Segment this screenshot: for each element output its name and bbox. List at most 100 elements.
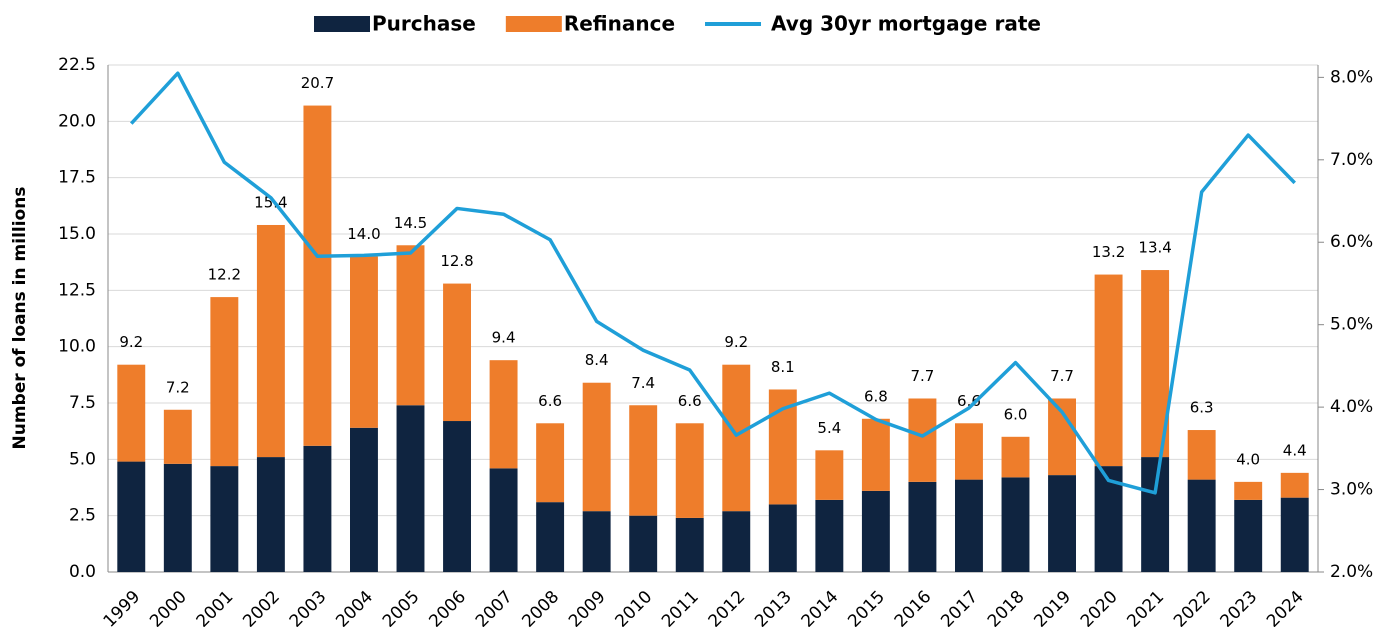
- bar-segment: [908, 398, 937, 482]
- bar-segment: [1001, 477, 1030, 572]
- bar-segment: [256, 224, 285, 458]
- x-tick-label: 2019: [1030, 587, 1075, 627]
- bar-segment: [722, 364, 751, 512]
- bar-segment: [443, 421, 471, 572]
- total-label: 4.4: [1283, 441, 1307, 459]
- total-label: 6.3: [1190, 399, 1214, 417]
- x-tick-label: 2010: [612, 587, 657, 627]
- x-tick-label: 2000: [146, 587, 191, 627]
- bar-segment: [908, 481, 937, 572]
- bar-segment: [1141, 457, 1170, 572]
- bar-segment: [861, 490, 890, 572]
- bar-segment: [163, 409, 192, 464]
- total-label: 7.4: [631, 374, 655, 392]
- y2-tick-label: 4.0%: [1330, 397, 1373, 417]
- bar-segment: [582, 511, 611, 572]
- y-tick-label: 10.0: [58, 337, 96, 357]
- bar-segment: [675, 423, 704, 518]
- bar-segment: [955, 479, 983, 572]
- x-tick-label: 1999: [100, 587, 145, 627]
- bar-segment: [536, 502, 565, 572]
- x-tick-label: 2020: [1077, 587, 1122, 627]
- x-tick-label: 2009: [565, 587, 610, 627]
- legend-label: Avg 30yr mortgage rate: [771, 12, 1041, 36]
- bar-segment: [629, 515, 658, 572]
- x-tick-label: 2024: [1263, 587, 1308, 627]
- bar-segment: [210, 466, 239, 572]
- y-tick-label: 22.5: [58, 55, 96, 75]
- y-tick-label: 17.5: [58, 168, 96, 188]
- y2-tick-label: 2.0%: [1330, 562, 1373, 582]
- x-tick-label: 2017: [937, 587, 982, 627]
- y-tick-label: 5.0: [69, 449, 96, 469]
- y2-tick-label: 3.0%: [1330, 480, 1373, 500]
- legend-swatch: [314, 16, 370, 32]
- total-label: 6.8: [864, 387, 888, 405]
- bar-segment: [117, 461, 146, 572]
- total-label: 6.6: [678, 392, 702, 410]
- x-tick-label: 2002: [239, 587, 284, 627]
- total-label: 9.4: [492, 329, 516, 347]
- bar-segment: [1234, 499, 1263, 572]
- x-tick-label: 2003: [286, 587, 331, 627]
- y2-tick-label: 7.0%: [1330, 150, 1373, 170]
- total-label: 12.8: [440, 252, 473, 270]
- total-label: 8.4: [585, 351, 609, 369]
- bar-segment: [582, 382, 611, 512]
- y2-tick-label: 6.0%: [1330, 232, 1373, 252]
- bar-segment: [629, 405, 658, 516]
- x-tick-label: 2006: [425, 587, 470, 627]
- y-tick-label: 7.5: [69, 393, 96, 413]
- total-label: 20.7: [301, 74, 334, 92]
- x-tick-label: 2008: [518, 587, 563, 627]
- y2-tick-label: 5.0%: [1330, 315, 1373, 335]
- bar-segment: [117, 364, 146, 462]
- bar-segment: [396, 245, 425, 406]
- y-tick-label: 15.0: [58, 224, 96, 244]
- y-tick-label: 0.0: [69, 562, 96, 582]
- bar-segment: [955, 423, 983, 480]
- bar-segment: [256, 457, 285, 572]
- total-label: 7.7: [910, 367, 934, 385]
- total-label: 12.2: [208, 266, 241, 284]
- total-label: 6.6: [957, 392, 981, 410]
- total-label: 9.2: [724, 333, 748, 351]
- bar-segment: [1234, 481, 1263, 500]
- legend-swatch: [505, 16, 562, 32]
- x-tick-label: 2018: [984, 587, 1029, 627]
- x-tick-label: 2011: [658, 587, 703, 627]
- bar-segment: [443, 283, 471, 422]
- x-tick-label: 2004: [332, 587, 377, 627]
- total-label: 8.1: [771, 358, 795, 376]
- legend-label: Refinance: [564, 12, 675, 36]
- bar-segment: [815, 450, 844, 500]
- x-tick-label: 2005: [379, 587, 424, 627]
- y-tick-label: 2.5: [69, 506, 96, 526]
- bar-segment: [1094, 274, 1123, 467]
- x-tick-label: 2021: [1123, 587, 1168, 627]
- bar-segment: [1187, 430, 1216, 480]
- y-tick-label: 12.5: [58, 280, 96, 300]
- bar-segment: [815, 499, 844, 572]
- total-label: 13.2: [1092, 243, 1125, 261]
- bar-segment: [1187, 479, 1216, 572]
- x-tick-label: 2022: [1170, 587, 1215, 627]
- bar-segment: [303, 105, 332, 446]
- x-tick-label: 2016: [891, 587, 936, 627]
- bar-segment: [861, 418, 890, 491]
- rate-line: [129, 71, 1296, 495]
- y-tick-label: 20.0: [58, 111, 96, 131]
- bar-segment: [1048, 475, 1076, 572]
- bar-segment: [303, 445, 332, 572]
- y2-tick-label: 8.0%: [1330, 67, 1373, 87]
- bar-segment: [722, 511, 751, 572]
- bar-segment: [350, 427, 378, 572]
- bar-segment: [1001, 436, 1030, 478]
- bar-segment: [163, 463, 192, 572]
- total-label: 7.7: [1050, 367, 1074, 385]
- bar-segment: [1280, 497, 1309, 572]
- bar-segment: [350, 256, 378, 428]
- bar-segment: [489, 468, 518, 572]
- bar-segment: [675, 517, 704, 572]
